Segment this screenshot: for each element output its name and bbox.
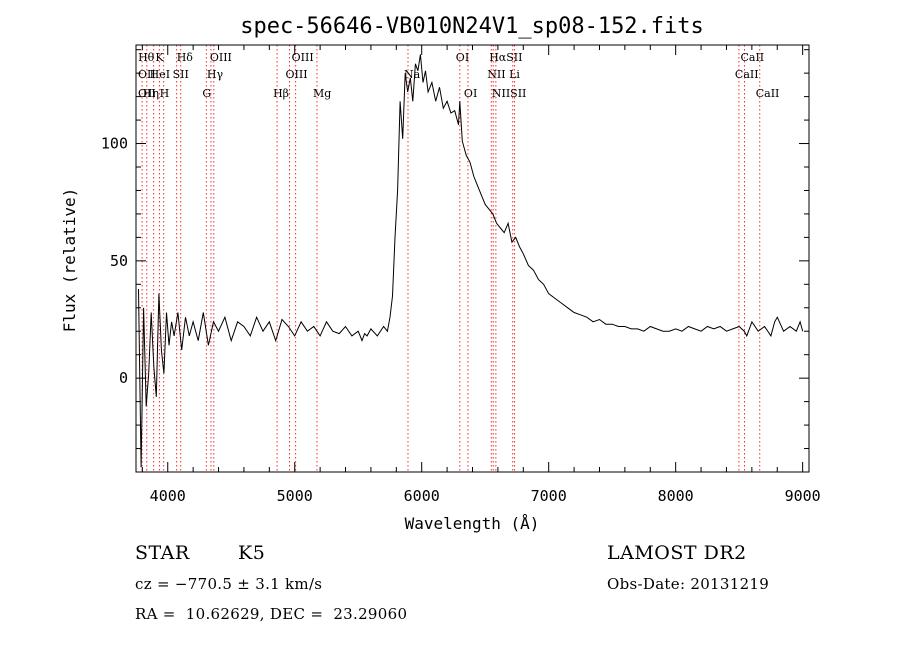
survey-name: LAMOST DR2 bbox=[607, 542, 747, 564]
line-id-label: H bbox=[160, 87, 170, 100]
line-id-label: OII bbox=[138, 68, 156, 81]
redshift-cz: cz = −770.5 ± 3.1 km/s bbox=[135, 575, 323, 593]
x-tick-label: 7000 bbox=[531, 487, 567, 505]
x-tick-label: 6000 bbox=[404, 487, 440, 505]
axes: 4000 5000 6000 7000 8000 9000 0 50 100 bbox=[101, 44, 821, 505]
line-id-label: Hθ bbox=[138, 51, 155, 64]
x-tick-label: 4000 bbox=[150, 487, 186, 505]
line-id-label: OI bbox=[456, 51, 469, 64]
line-id-label: SII bbox=[173, 68, 189, 81]
line-id-label: Hδ bbox=[177, 51, 194, 64]
ra-dec: RA = 10.62629, DEC = 23.29060 bbox=[135, 605, 408, 623]
spectrum-line bbox=[138, 54, 804, 468]
line-id-label: Na bbox=[404, 68, 421, 81]
x-tick-label: 5000 bbox=[277, 487, 313, 505]
line-id-label: Hγ bbox=[207, 68, 224, 81]
line-id-label: Mg bbox=[313, 87, 331, 100]
line-markers bbox=[141, 45, 761, 472]
obs-date: Obs-Date: 20131219 bbox=[607, 575, 770, 593]
x-axis-label: Wavelength (Å) bbox=[405, 514, 540, 533]
line-id-label: NIISII bbox=[492, 87, 527, 100]
x-tick-label: 9000 bbox=[785, 487, 821, 505]
y-axis-label: Flux (relative) bbox=[60, 188, 79, 333]
line-id-label: G bbox=[202, 87, 211, 100]
line-id-label: Hη bbox=[143, 87, 159, 100]
y-tick-label: 50 bbox=[110, 252, 128, 270]
line-id-label: HαSII bbox=[489, 51, 522, 64]
line-id-label: CaII bbox=[735, 68, 759, 81]
x-tick-label: 8000 bbox=[658, 487, 694, 505]
y-tick-label: 0 bbox=[119, 369, 128, 387]
subclass: K5 bbox=[238, 542, 266, 564]
line-id-label: CaII bbox=[756, 87, 780, 100]
line-id-label: OIII bbox=[286, 68, 308, 81]
y-tick-label: 100 bbox=[101, 135, 128, 153]
line-id-label: OI bbox=[464, 87, 477, 100]
line-id-label: OIII bbox=[210, 51, 232, 64]
chart-title: spec-56646-VB010N24V1_sp08-152.fits bbox=[240, 14, 704, 39]
plot-frame bbox=[135, 44, 810, 473]
line-id-label: OIII bbox=[292, 51, 314, 64]
line-id-label: Hβ bbox=[273, 87, 289, 100]
line-id-label: NII Li bbox=[487, 68, 520, 81]
line-id-label: K bbox=[155, 51, 164, 64]
line-id-label: OII bbox=[138, 87, 156, 100]
line-id-label: HeI bbox=[150, 68, 170, 81]
object-type: STAR bbox=[135, 542, 190, 564]
line-id-label: CaII bbox=[740, 51, 764, 64]
